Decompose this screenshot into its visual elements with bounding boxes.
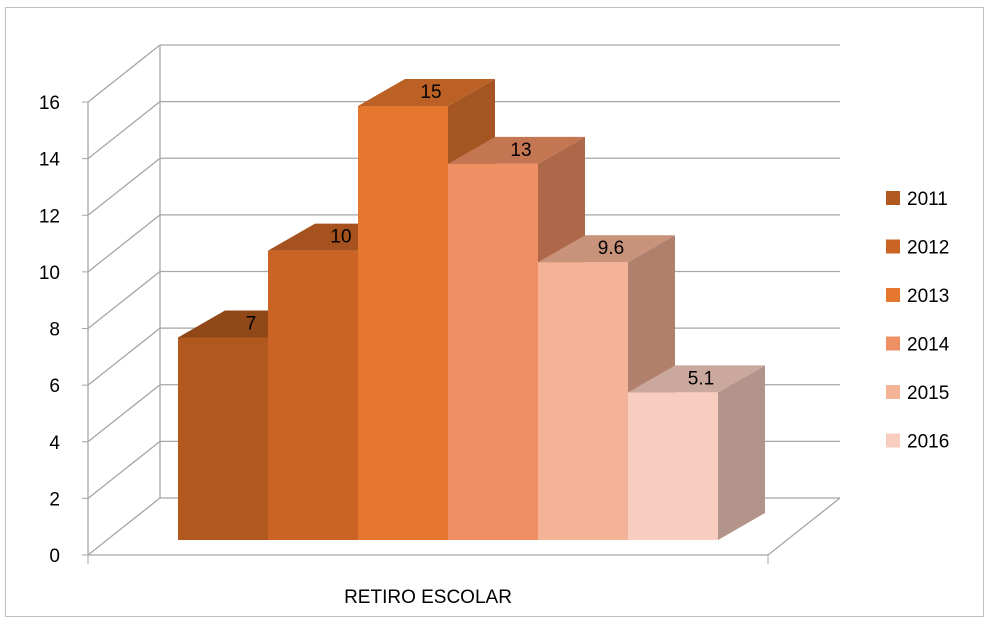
legend-swatch-2014 [886,336,900,351]
data-label: 10 [330,227,351,248]
legend-swatch-2011 [886,191,900,205]
y-tick-label: 16 [39,93,60,114]
y-tick-label: 6 [49,376,60,397]
legend-swatch-2013 [886,288,900,302]
data-label: 5.1 [688,368,714,389]
bar-top-2015 [538,235,675,263]
bar-2013 [358,105,448,540]
y-tick-label: 2 [49,489,60,510]
x-category-label: RETIRO ESCOLAR [344,587,512,608]
legend-label-2015: 2015 [907,383,949,404]
y-tick-label: 0 [49,546,60,567]
gridline-side [87,497,161,556]
data-label: 15 [420,82,441,103]
legend-swatch-2016 [886,433,900,448]
y-tick-label: 8 [49,320,60,341]
bar-side-2016 [718,365,765,540]
gridline-side [87,101,161,160]
data-label: 9.6 [598,238,624,259]
bar-top-2014 [448,136,585,164]
legend-label-2014: 2014 [907,335,950,356]
gridline-side [87,440,161,499]
legend-label-2016: 2016 [907,432,949,453]
y-tick-label: 4 [49,433,60,454]
legend-label-2013: 2013 [907,286,949,307]
gridline-side [87,270,161,330]
data-label: 7 [246,313,257,334]
gridline-side [87,384,161,443]
y-tick-label: 12 [39,206,60,227]
bar-2011 [178,337,268,540]
bar-top-2013 [358,78,495,106]
gridline-side [87,214,161,273]
bar-2012 [268,250,358,540]
legend-label-2011: 2011 [907,189,948,210]
bar-2016 [628,392,718,540]
gridline-side [87,157,161,216]
bar-top-2016 [628,365,765,393]
gridline-side [87,44,161,103]
bar-2014 [448,163,538,540]
gridline-side [87,327,161,386]
legend-swatch-2012 [886,239,900,254]
y-tick-label: 14 [39,150,61,171]
y-tick-label: 10 [39,263,60,284]
legend-label-2012: 2012 [907,238,949,259]
data-label: 13 [510,140,531,161]
bar-2015 [538,262,628,540]
legend-swatch-2015 [886,385,900,399]
